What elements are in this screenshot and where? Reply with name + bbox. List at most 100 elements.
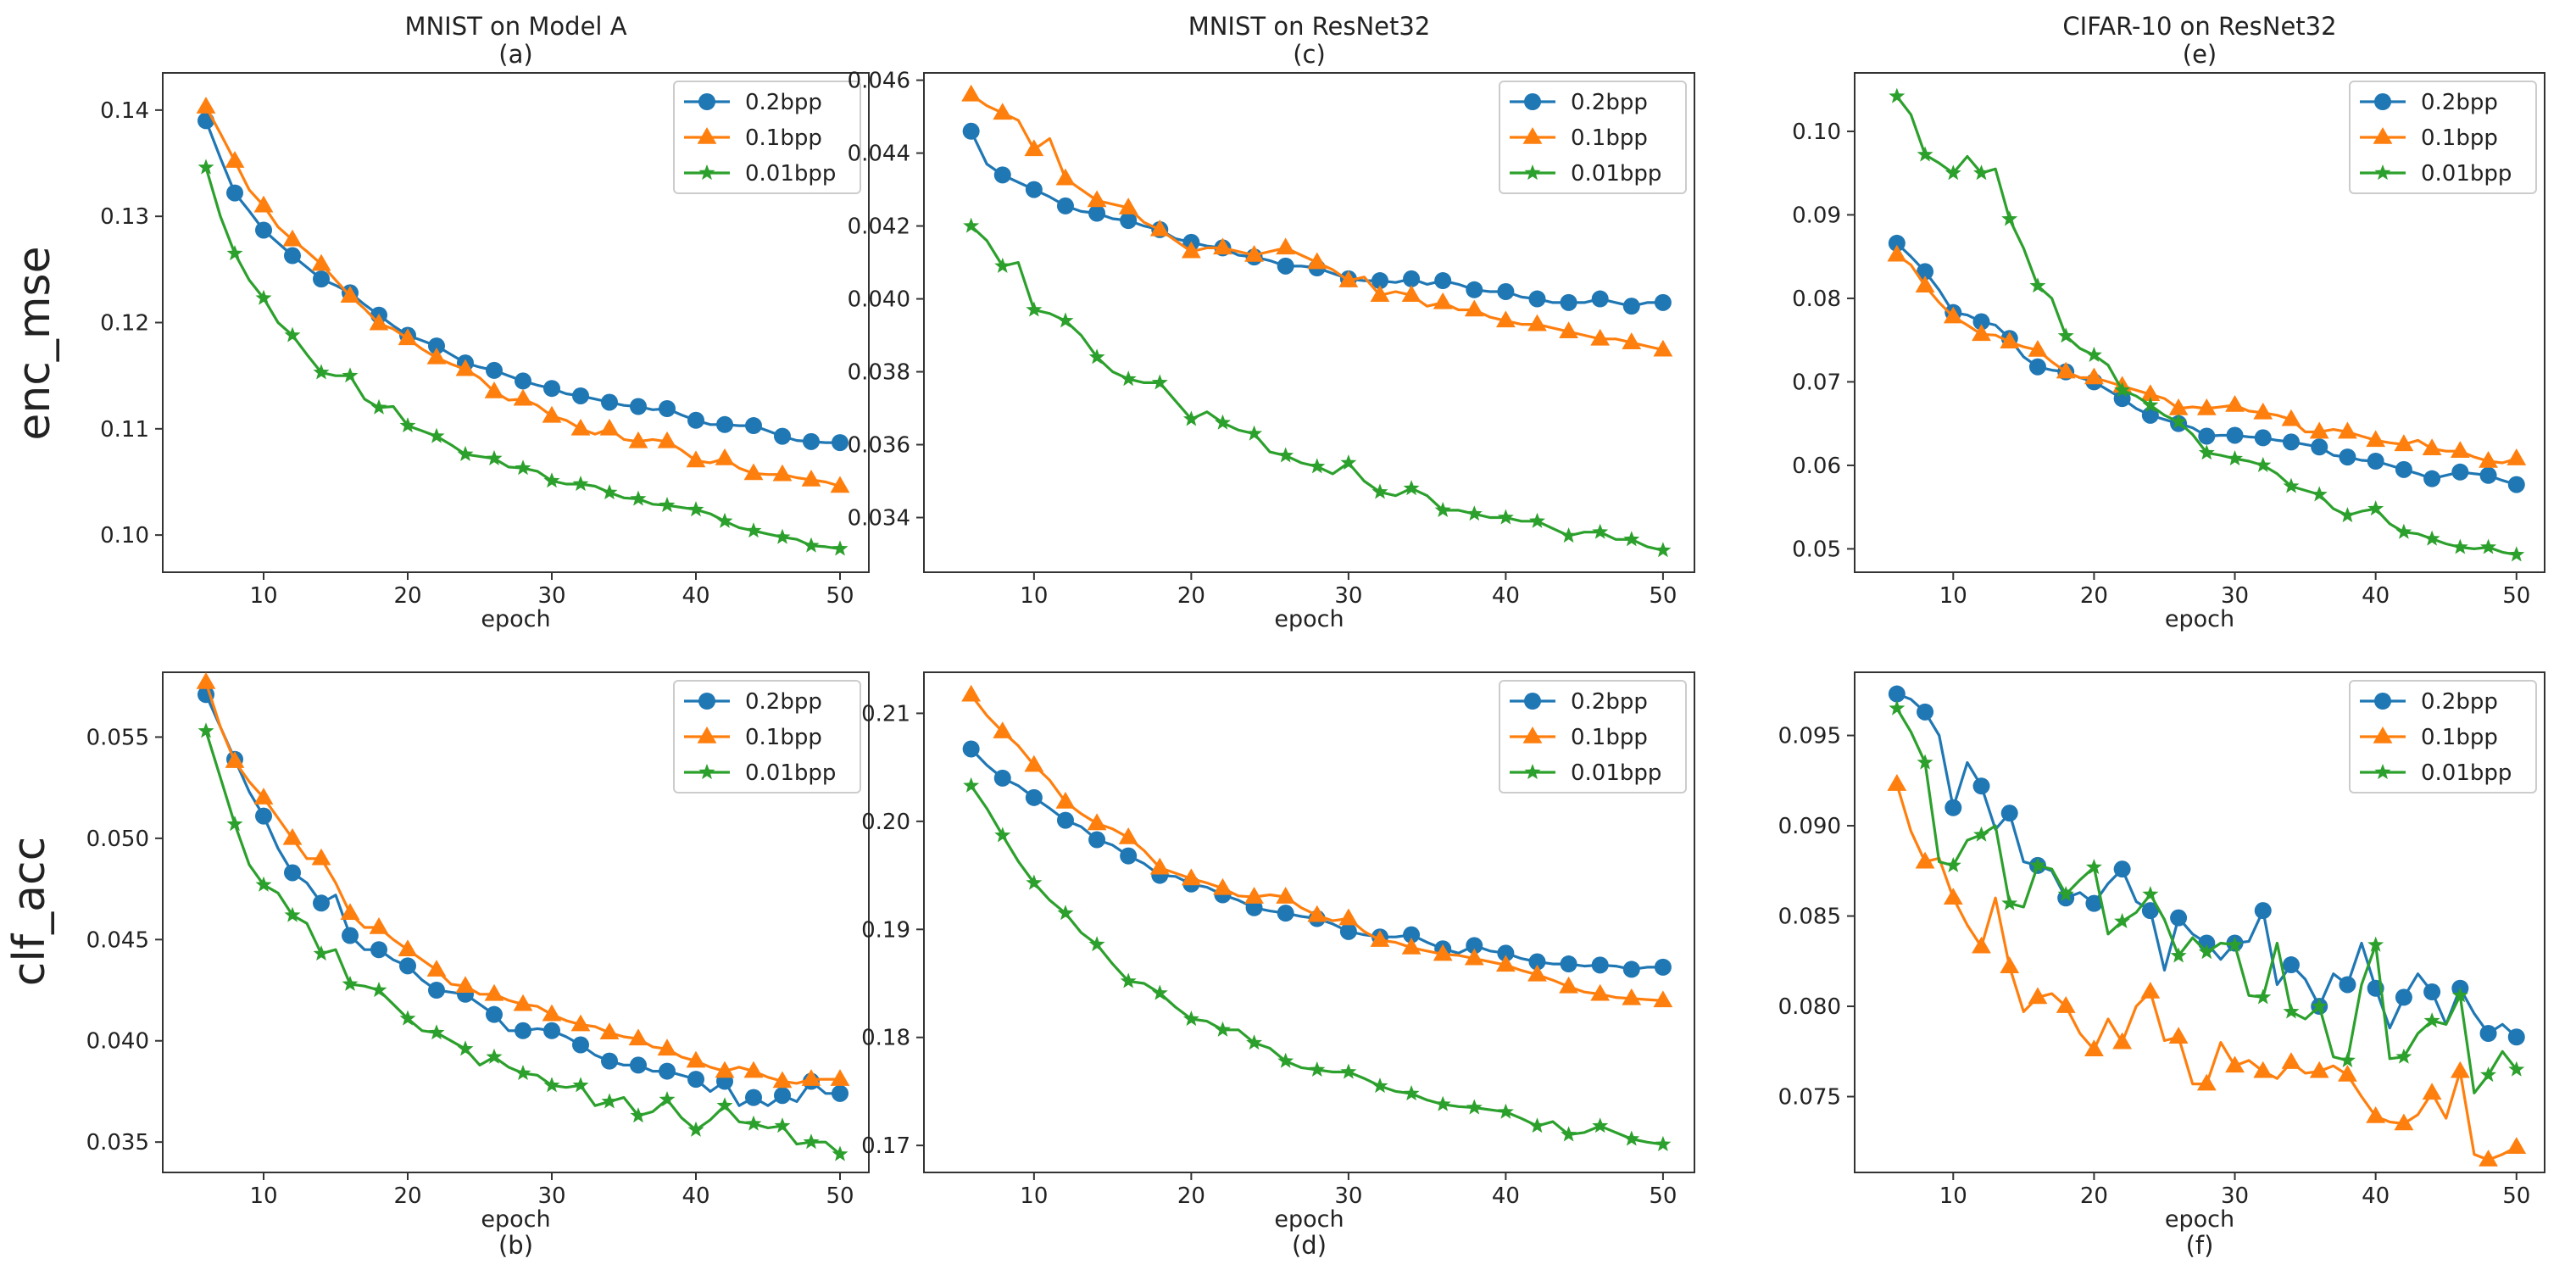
data-point (198, 722, 214, 738)
data-point (2028, 987, 2048, 1005)
data-point (2255, 456, 2272, 472)
y-tick-label: 0.14 (100, 98, 149, 124)
y-tick-label: 0.09 (1792, 203, 1841, 228)
data-point (659, 1091, 676, 1107)
y-tick-label: 0.042 (848, 214, 910, 240)
row-label-clf-acc: clf_acc (4, 837, 55, 986)
data-point (715, 1061, 735, 1078)
legend-label: 0.1bpp (2421, 125, 2498, 151)
data-point (1888, 234, 1906, 252)
plot-frame (923, 72, 1695, 573)
data-point (486, 449, 503, 465)
data-point (1917, 754, 1933, 770)
data-point (2225, 1055, 2245, 1073)
data-point (226, 184, 243, 202)
data-point (1528, 953, 1546, 971)
data-point (630, 490, 647, 506)
data-point (2479, 451, 2498, 468)
data-point (370, 398, 387, 415)
data-point (1972, 936, 1991, 954)
data-point (1244, 244, 1264, 262)
data-point (2423, 530, 2440, 546)
data-point (993, 103, 1013, 120)
x-tick-label: 50 (2502, 1183, 2530, 1209)
data-point (196, 671, 216, 689)
data-point (369, 916, 389, 934)
chart-subtitle: (b) (498, 1231, 533, 1260)
data-point (1120, 370, 1137, 387)
data-point (1088, 936, 1105, 952)
data-point (1403, 1085, 1420, 1101)
data-point (1403, 270, 1421, 287)
data-point (2198, 944, 2215, 960)
series-line (204, 730, 842, 1155)
data-point (994, 827, 1011, 843)
data-point (1972, 313, 1990, 331)
legend: 0.2bpp 0.1bpp 0.01bpp (2349, 680, 2537, 793)
data-point (2084, 367, 2104, 385)
data-point (2339, 976, 2356, 994)
data-point (2311, 438, 2328, 456)
data-point (513, 388, 533, 406)
x-axis-label: epoch (1274, 606, 1344, 632)
data-point (455, 359, 476, 376)
data-point (599, 1022, 620, 1039)
data-point (486, 361, 503, 379)
data-point (1887, 774, 1907, 791)
data-point (2282, 433, 2300, 451)
series-star (963, 777, 1672, 1151)
data-point (2281, 1052, 2301, 1069)
series-triangle (196, 97, 850, 493)
data-point (2000, 331, 2020, 348)
data-point (963, 217, 980, 233)
data-point (342, 927, 359, 944)
data-point (428, 337, 445, 355)
y-tick-label: 0.095 (1778, 724, 1841, 749)
data-point (1560, 955, 1577, 973)
data-point (1057, 312, 1074, 328)
x-tick-label: 10 (1939, 583, 1967, 609)
data-point (2085, 346, 2102, 362)
y-tick-label: 0.05 (1792, 537, 1841, 562)
data-point (1403, 480, 1420, 496)
data-point (2196, 1073, 2217, 1091)
data-point (2395, 460, 2412, 478)
legend-marker (697, 127, 717, 144)
data-point (515, 372, 531, 390)
data-point (1088, 348, 1105, 365)
series-circle (198, 112, 848, 452)
y-tick-label: 0.085 (1778, 905, 1841, 930)
data-point (1309, 1061, 1326, 1077)
data-point (543, 1077, 560, 1093)
y-tick-label: 0.20 (861, 810, 910, 835)
data-point (2450, 1061, 2470, 1078)
data-point (2028, 358, 2046, 376)
data-point (830, 476, 850, 493)
data-point (1246, 425, 1263, 441)
legend-label: 0.2bpp (2421, 689, 2498, 715)
legend-marker (698, 693, 715, 710)
data-point (2057, 886, 2074, 902)
data-point (1623, 531, 1640, 547)
data-point (832, 1084, 848, 1102)
data-point (1466, 1099, 1483, 1115)
data-point (1149, 857, 1170, 875)
data-point (1120, 972, 1137, 988)
data-point (399, 1010, 416, 1026)
legend-marker (2373, 127, 2393, 144)
data-point (1120, 212, 1138, 230)
data-point (1915, 851, 1935, 869)
x-tick-label: 40 (2362, 1183, 2390, 1209)
data-point (399, 417, 416, 433)
x-tick-label: 10 (1939, 1183, 1967, 1209)
data-point (832, 1145, 848, 1161)
data-point (2338, 1064, 2357, 1082)
data-point (1917, 146, 1933, 162)
series-star (198, 159, 848, 556)
data-point (2085, 859, 2102, 875)
data-point (2254, 902, 2272, 920)
x-axis-label: epoch (1274, 1206, 1344, 1233)
data-point (226, 245, 243, 261)
data-point (2227, 450, 2243, 466)
legend: 0.2bpp 0.1bpp 0.01bpp (2349, 81, 2537, 194)
